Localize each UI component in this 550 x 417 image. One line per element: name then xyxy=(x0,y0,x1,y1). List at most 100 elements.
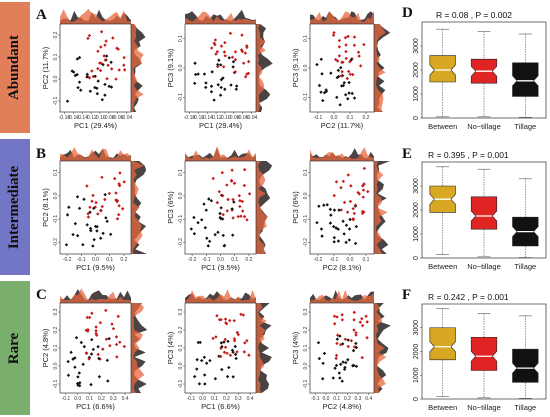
point-red xyxy=(362,166,367,171)
point-red xyxy=(339,343,343,347)
x-tick-label: -0.04 xyxy=(121,115,133,121)
point-red xyxy=(351,217,355,221)
point-red xyxy=(219,44,224,48)
x-tick-label: -0.14 xyxy=(76,115,88,121)
x-tick-label: -0.2 xyxy=(314,257,323,263)
point-black xyxy=(192,81,197,85)
y-tick-label: 0.1 xyxy=(178,344,184,351)
point-red xyxy=(226,197,230,202)
y-tick-label: 0.1 xyxy=(53,169,59,176)
point-red xyxy=(241,61,246,65)
point-red xyxy=(239,214,243,218)
x-tick-label: -0.08 xyxy=(103,115,115,121)
point-red xyxy=(228,353,233,357)
point-black xyxy=(93,74,97,78)
point-black xyxy=(82,197,86,201)
x-axis-title: PC1 (6.6%) xyxy=(201,402,240,411)
x-tick-label: -0.1 xyxy=(311,396,320,402)
point-black xyxy=(348,217,352,222)
x-tick-label: 0.1 xyxy=(363,257,370,263)
point-red xyxy=(99,61,103,65)
point-red xyxy=(354,333,358,337)
point-black xyxy=(316,340,321,345)
density-right-red xyxy=(256,161,268,254)
point-black xyxy=(88,226,93,231)
row-label-intermediate: Intermediate xyxy=(6,165,23,249)
point-black xyxy=(66,359,70,364)
x-tick-label: 0.0 xyxy=(199,396,206,402)
y-tick-label: 0.3 xyxy=(178,308,184,315)
point-red xyxy=(243,341,247,345)
boxplot-rare: 0 1000 2000 3000 Between No−tillage Tillage xyxy=(413,303,547,412)
point-black xyxy=(193,61,197,65)
point-red xyxy=(223,40,227,45)
point-black xyxy=(97,375,102,379)
x-tick-label: 0.1 xyxy=(231,257,238,263)
y-tick-label: -0.1 xyxy=(178,379,184,388)
y-axis-title: PC2 (11.7%) xyxy=(41,46,50,89)
x-tick-label: 0.2 xyxy=(98,396,105,402)
point-red xyxy=(94,325,98,329)
density-right-red xyxy=(131,161,144,254)
point-black xyxy=(230,207,234,211)
point-red xyxy=(115,199,119,204)
x-tick-label: -0.16 xyxy=(193,115,205,121)
x-tick-label: -0.1 xyxy=(202,257,211,263)
x-axis-title: PC1 (29.4%) xyxy=(199,121,242,130)
density-top-red xyxy=(185,289,256,303)
point-red xyxy=(334,180,339,184)
point-red xyxy=(332,322,337,326)
point-red xyxy=(221,212,225,217)
point-red xyxy=(247,192,252,196)
point-black xyxy=(231,233,235,237)
point-black xyxy=(89,352,94,356)
point-red xyxy=(217,318,222,322)
point-black xyxy=(315,220,319,225)
x-tick-label: -0.18 xyxy=(184,115,196,121)
point-black xyxy=(88,89,93,93)
point-red xyxy=(122,55,126,60)
point-red xyxy=(103,43,107,47)
point-black xyxy=(315,62,319,67)
y-axis-title: PC3 (9.1%) xyxy=(291,48,300,87)
point-red xyxy=(242,183,247,188)
point-red xyxy=(352,345,357,349)
point-black xyxy=(233,344,237,349)
y-tick-label: 0.1 xyxy=(53,344,59,351)
point-red xyxy=(356,50,361,54)
plot-frame xyxy=(309,160,375,255)
point-red xyxy=(360,355,364,360)
point-black xyxy=(346,338,350,342)
panel-letter-d: D xyxy=(402,5,413,21)
x-tick-label: 0.0 xyxy=(347,257,354,263)
point-black xyxy=(198,340,202,345)
point-black xyxy=(195,367,199,371)
point-black xyxy=(332,208,337,212)
y-tick-label: 0.2 xyxy=(53,31,59,38)
point-red xyxy=(122,344,127,349)
point-black xyxy=(320,377,325,381)
point-black xyxy=(335,95,339,100)
point-black xyxy=(350,91,354,96)
point-red xyxy=(114,77,118,81)
point-black xyxy=(331,224,336,229)
point-red xyxy=(211,336,215,341)
point-black xyxy=(319,57,323,62)
point-red xyxy=(332,193,336,198)
x-tick-label: -0.1 xyxy=(62,396,71,402)
point-red xyxy=(346,34,350,39)
x-tick-label: -0.16 xyxy=(68,115,80,121)
y-tick-label: 0.0 xyxy=(178,192,184,199)
point-black xyxy=(317,83,322,88)
y-axis-title: PC2 (4.8%) xyxy=(41,328,50,367)
point-black xyxy=(334,226,338,230)
point-red xyxy=(243,51,248,55)
point-red xyxy=(353,203,358,207)
point-black xyxy=(202,373,207,377)
category-label: Between xyxy=(428,122,457,131)
density-top-red xyxy=(60,147,131,161)
y-tick-label: 0.0 xyxy=(178,362,184,369)
point-red xyxy=(228,318,232,323)
point-black xyxy=(202,202,206,206)
